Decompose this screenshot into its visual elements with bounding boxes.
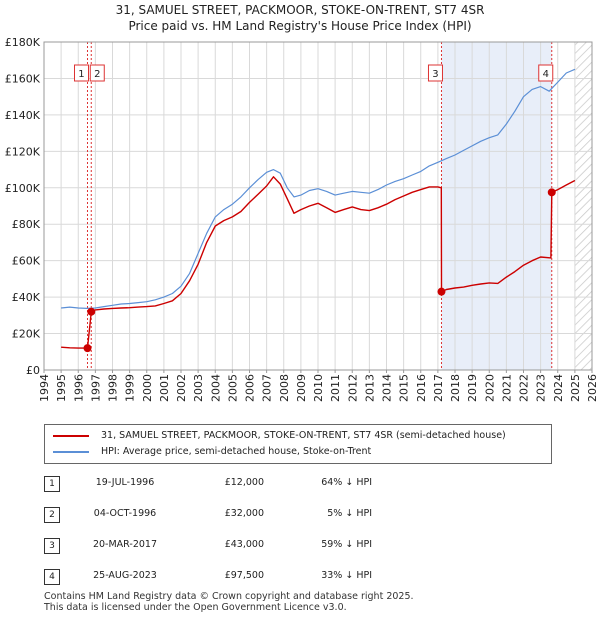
x-tick-label: 2017	[432, 374, 445, 402]
y-tick-label: £40K	[12, 291, 41, 304]
x-tick-label: 2022	[518, 374, 531, 402]
x-tick-label: 2004	[209, 374, 222, 402]
price-chart: 1 2 3 4 £0 £20K £40K £60K £80K £100K £120K £140K £16…	[5, 36, 599, 402]
hpi-line	[61, 68, 576, 309]
y-tick-label: £80K	[12, 218, 41, 231]
y-tick-label: £160K	[5, 72, 41, 85]
table-row: 2 04-OCT-1996 £32,000 5% ↓ HPI	[44, 507, 404, 523]
legend-swatch-hpi	[53, 450, 89, 453]
transaction-date: 20-MAR-2017	[92, 539, 158, 550]
legend-item-hpi: HPI: Average price, semi-detached house,…	[53, 446, 371, 457]
x-tick-label: 2025	[569, 374, 582, 402]
y-tick-label: £60K	[12, 255, 41, 268]
transaction-hpi: 64% ↓ HPI	[321, 477, 372, 488]
transaction-label-box	[89, 64, 105, 82]
y-tick-label: £140K	[5, 109, 41, 122]
table-row: 1 19-JUL-1996 £12,000 64% ↓ HPI	[44, 476, 404, 492]
x-tick-label: 2001	[158, 374, 171, 402]
price-paid-line	[61, 176, 576, 349]
sale-point	[437, 287, 446, 296]
sale-point	[547, 188, 556, 197]
transaction-hpi: 5% ↓ HPI	[327, 508, 372, 519]
x-tick-label: 2026	[586, 374, 599, 402]
transaction-label-box	[538, 64, 554, 82]
x-tick-label: 2014	[381, 374, 394, 402]
sale-point	[87, 307, 96, 316]
x-tick-label: 2010	[312, 374, 325, 402]
table-row: 4 25-AUG-2023 £97,500 33% ↓ HPI	[44, 569, 404, 585]
transaction-date: 25-AUG-2023	[93, 570, 157, 581]
table-row: 3 20-MAR-2017 £43,000 59% ↓ HPI	[44, 538, 404, 554]
y-tick-label: £120K	[5, 145, 41, 158]
transaction-badge: 4	[44, 569, 60, 585]
x-tick-label: 2021	[500, 374, 513, 402]
chart-subtitle: Price paid vs. HM Land Registry's House …	[128, 19, 472, 33]
transaction-badge: 3	[44, 538, 60, 554]
transaction-date: 19-JUL-1996	[95, 477, 155, 488]
x-tick-label: 2015	[398, 374, 411, 402]
transaction-label: 2	[94, 69, 100, 80]
x-tick-label: 2012	[346, 374, 359, 402]
x-tick-label: 2002	[175, 374, 188, 402]
x-tick-label: 2003	[192, 374, 205, 402]
x-tick-label: 2024	[552, 374, 565, 402]
x-tick-label: 2013	[363, 374, 376, 402]
transaction-label: 4	[543, 69, 549, 80]
x-tick-label: 1998	[107, 374, 120, 402]
x-tick-label: 2009	[295, 374, 308, 402]
x-tick-label: 1996	[72, 374, 85, 402]
x-tick-label: 1997	[89, 374, 102, 402]
transaction-label-box	[73, 64, 89, 82]
y-tick-label: £20K	[12, 328, 41, 341]
x-tick-label: 2006	[244, 374, 257, 402]
x-tick-label: 1999	[124, 374, 137, 402]
chart-title: 31, SAMUEL STREET, PACKMOOR, STOKE-ON-TR…	[115, 3, 485, 17]
transaction-label-box	[427, 64, 443, 82]
x-tick-label: 2019	[466, 374, 479, 402]
transaction-label: 1	[78, 69, 84, 80]
x-tick-label: 2000	[141, 374, 154, 402]
x-tick-label: 2011	[329, 374, 342, 402]
transaction-price: £32,000	[224, 508, 264, 519]
transaction-price: £97,500	[224, 570, 264, 581]
x-tick-label: 1995	[55, 374, 68, 402]
legend: 31, SAMUEL STREET, PACKMOOR, STOKE-ON-TR…	[44, 424, 552, 464]
y-tick-label: £0	[26, 364, 40, 377]
future-hatch	[574, 42, 592, 370]
transaction-badge: 2	[44, 507, 60, 523]
legend-label-hpi: HPI: Average price, semi-detached house,…	[101, 446, 372, 457]
transaction-badge: 1	[44, 476, 60, 492]
shaded-range	[441, 42, 552, 370]
y-tick-label: £180K	[5, 36, 41, 49]
transaction-price: £12,000	[224, 477, 264, 488]
transaction-date: 04-OCT-1996	[93, 508, 157, 519]
legend-label-price: 31, SAMUEL STREET, PACKMOOR, STOKE-ON-TR…	[101, 430, 506, 441]
x-tick-label: 2007	[261, 374, 274, 402]
transaction-price: £43,000	[224, 539, 264, 550]
legend-item-price: 31, SAMUEL STREET, PACKMOOR, STOKE-ON-TR…	[53, 430, 506, 441]
transaction-hpi: 59% ↓ HPI	[321, 539, 372, 550]
x-tick-label: 2020	[483, 374, 496, 402]
transaction-label: 3	[432, 69, 438, 80]
y-tick-label: £100K	[5, 182, 41, 195]
x-tick-label: 1994	[38, 374, 51, 402]
sale-point	[83, 344, 92, 353]
transaction-hpi: 33% ↓ HPI	[321, 570, 372, 581]
legend-swatch-price	[53, 434, 89, 437]
x-tick-label: 2016	[415, 374, 428, 402]
x-tick-label: 2018	[449, 374, 462, 402]
x-tick-label: 2005	[226, 374, 239, 402]
footer-copyright: Contains HM Land Registry data © Crown c…	[44, 591, 414, 602]
footer-license: This data is licensed under the Open Gov…	[44, 602, 347, 613]
x-tick-label: 2023	[535, 374, 548, 402]
x-tick-label: 2008	[278, 374, 291, 402]
